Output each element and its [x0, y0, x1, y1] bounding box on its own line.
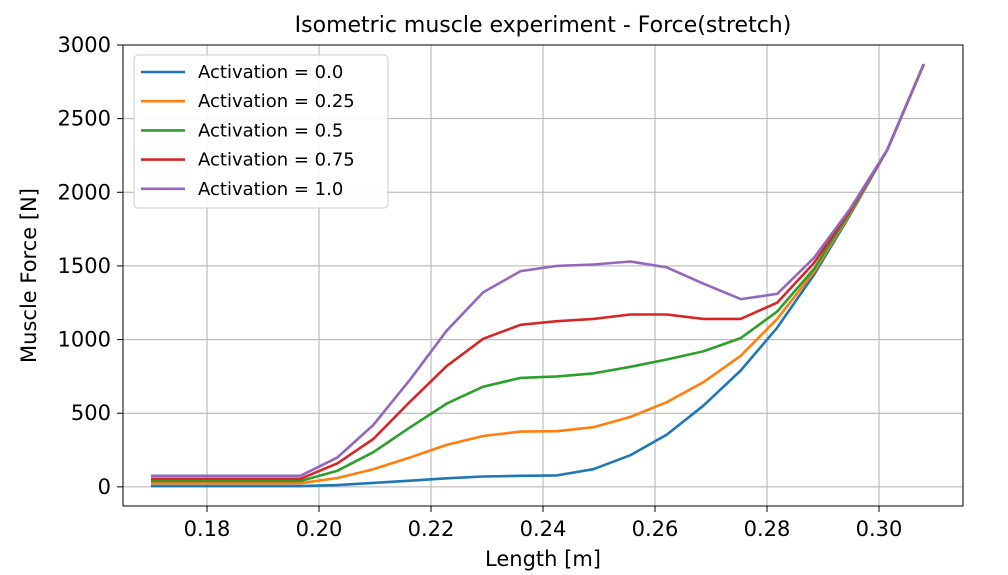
series-line-2: [151, 63, 925, 483]
x-axis-label: Length [m]: [485, 547, 601, 571]
x-tick-label: 0.18: [184, 517, 231, 541]
x-tick-label: 0.20: [296, 517, 343, 541]
legend-label-2: Activation = 0.5: [198, 120, 343, 141]
y-tick-label: 0: [98, 475, 111, 499]
x-tick-label: 0.28: [744, 517, 791, 541]
y-tick-label: 1000: [58, 328, 111, 352]
legend-label-3: Activation = 0.75: [198, 150, 355, 171]
series-line-0: [151, 63, 925, 488]
y-tick-label: 2000: [58, 180, 111, 204]
legend-box: [133, 54, 389, 209]
legend-label-0: Activation = 0.0: [198, 62, 343, 83]
x-tick-label: 0.22: [408, 517, 455, 541]
x-tick-label: 0.24: [520, 517, 567, 541]
legend: Activation = 0.0 Activation = 0.25 Activat…: [133, 54, 389, 209]
x-axis: 0.18 0.20 0.22 0.24 0.26 0.28 0.30: [184, 506, 903, 541]
y-tick-label: 2500: [58, 107, 111, 131]
y-tick-label: 3000: [58, 33, 111, 57]
y-tick-label: 500: [71, 401, 111, 425]
chart-title: Isometric muscle experiment - Force(stre…: [295, 13, 792, 38]
series-line-3: [151, 63, 925, 481]
series-line-1: [151, 63, 925, 485]
legend-label-4: Activation = 1.0: [198, 179, 343, 200]
legend-label-1: Activation = 0.25: [198, 91, 355, 112]
x-tick-label: 0.30: [856, 517, 903, 541]
series-line-4: [151, 63, 925, 478]
y-axis: 0 500 1000 1500 2000 2500 3000: [58, 33, 123, 499]
series-lines: [151, 63, 925, 488]
x-tick-label: 0.26: [632, 517, 679, 541]
y-tick-label: 1500: [58, 254, 111, 278]
y-axis-label: Muscle Force [N]: [17, 188, 41, 363]
